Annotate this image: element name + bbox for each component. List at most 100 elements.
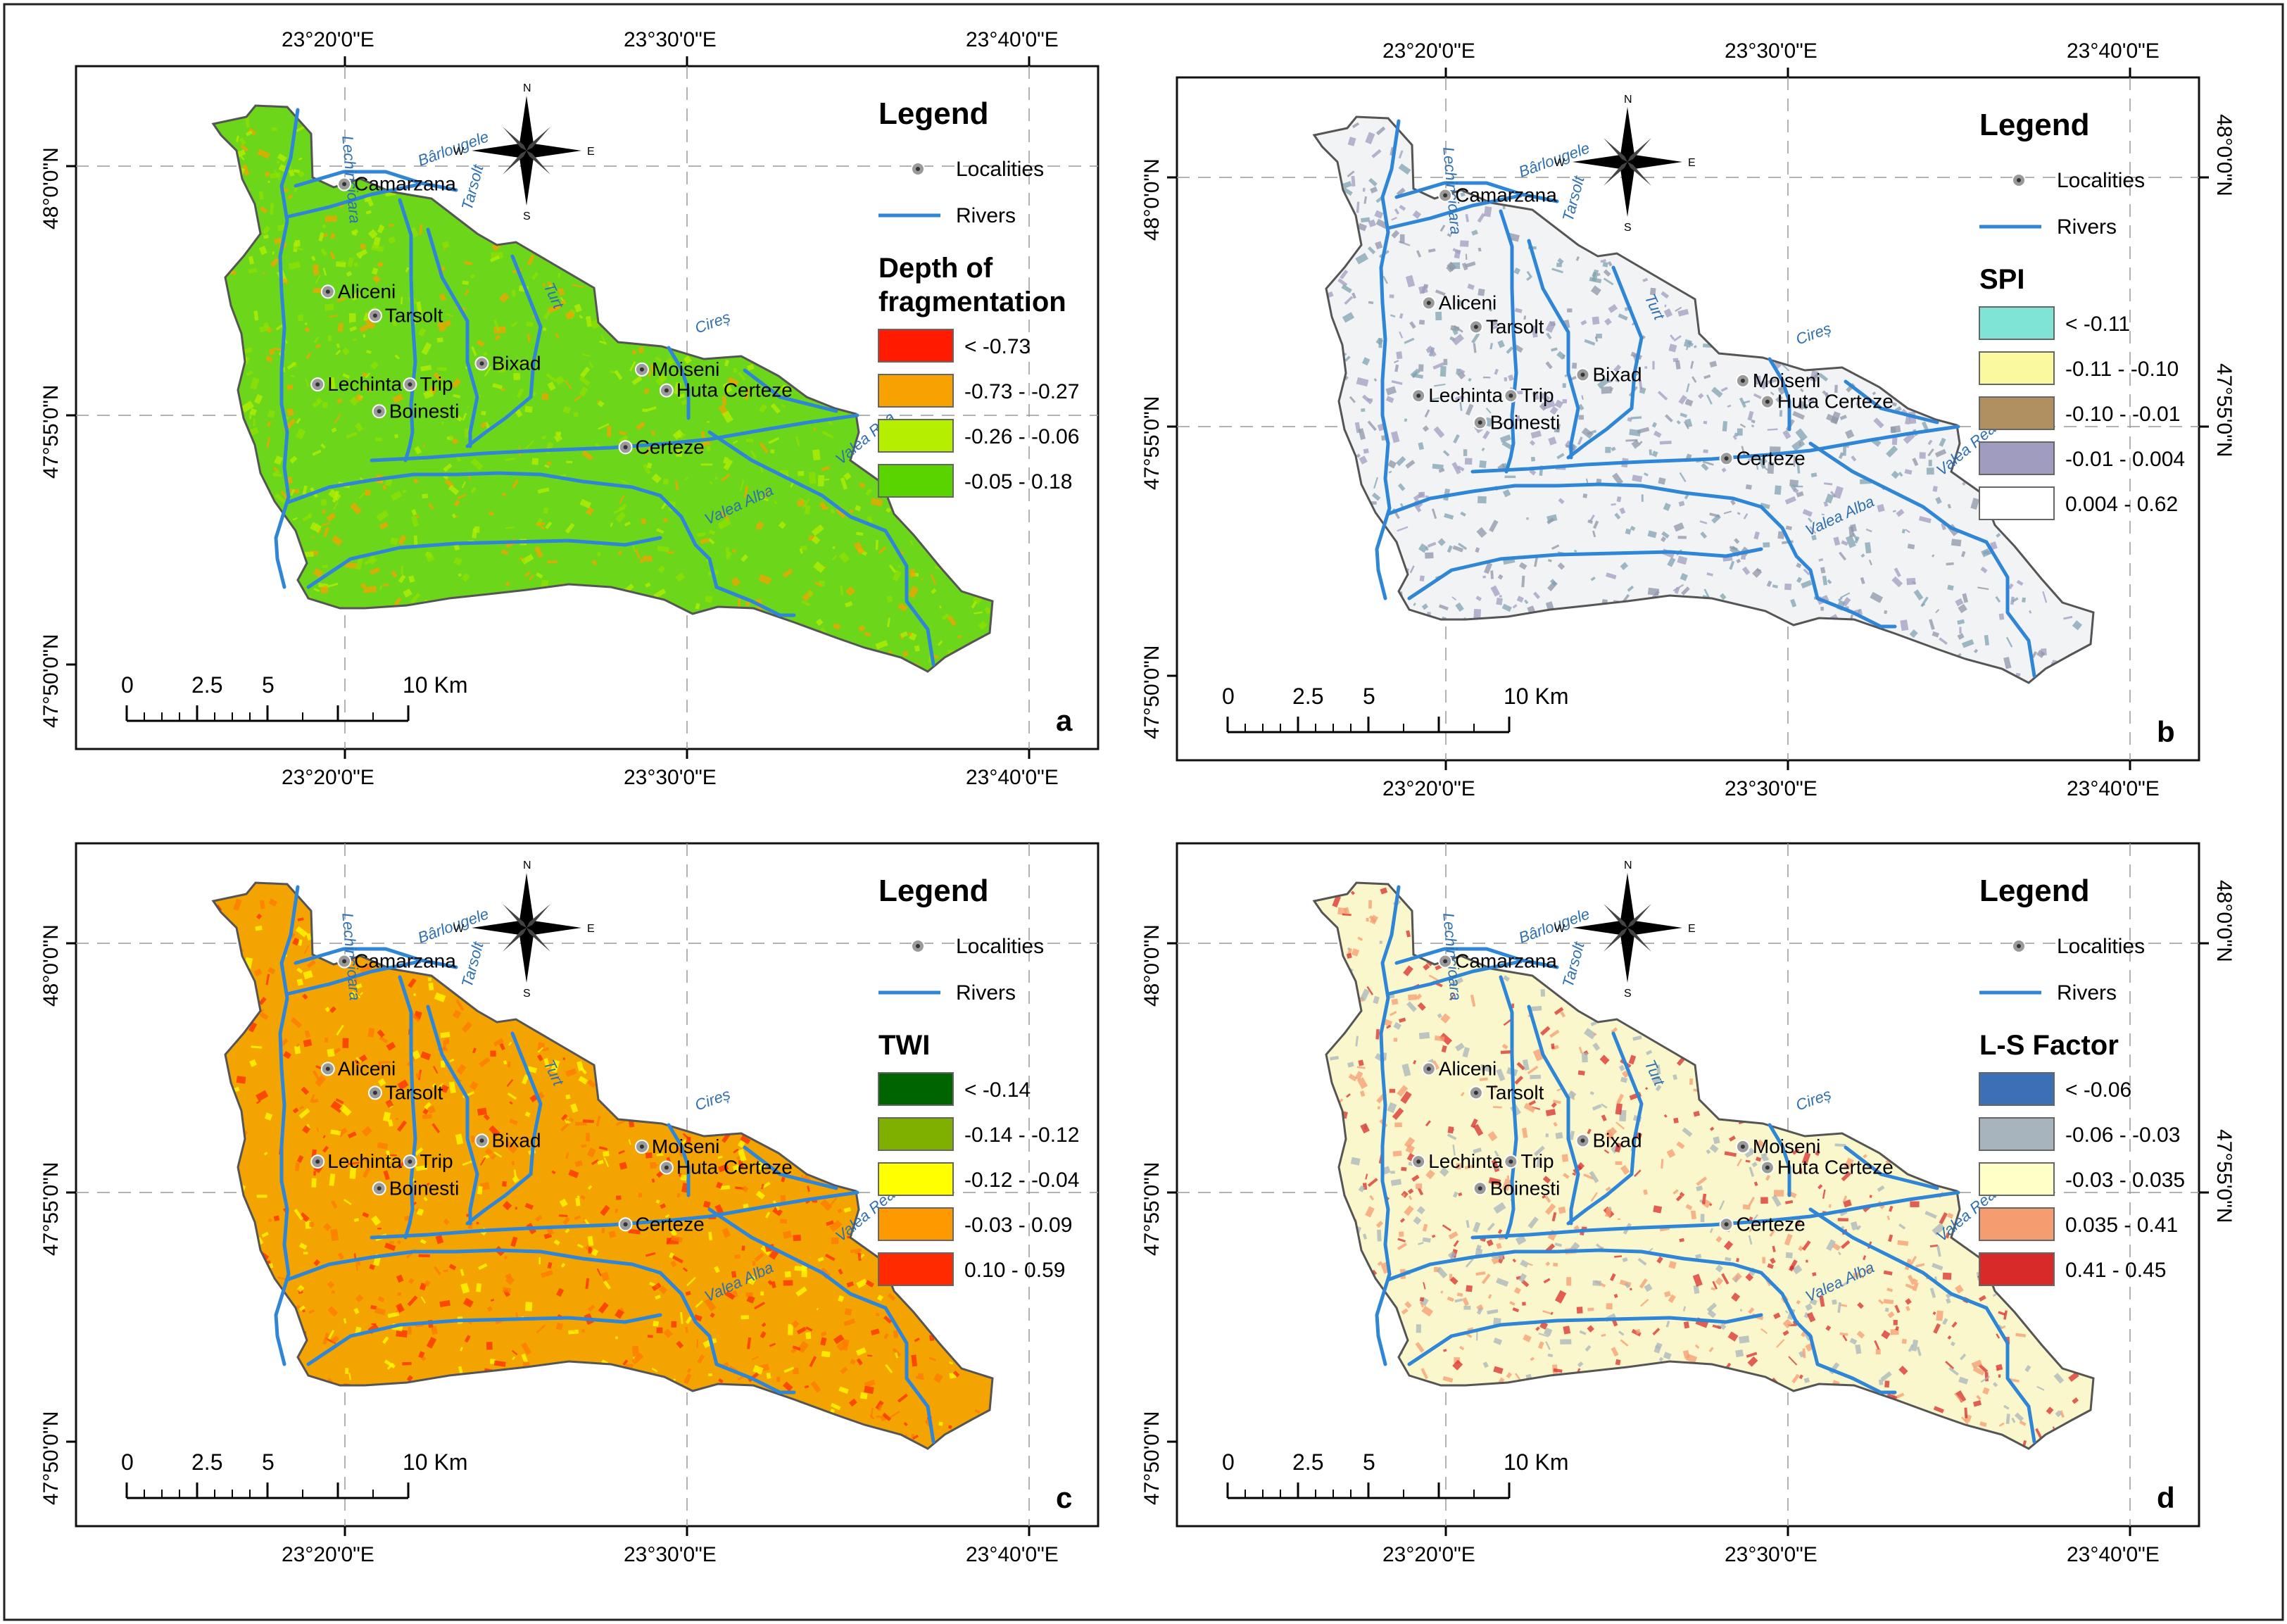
raster-cell (887, 617, 891, 628)
raster-cell (2005, 636, 2013, 648)
raster-cell (1551, 1045, 1559, 1050)
raster-cell (542, 327, 547, 332)
raster-cell (1784, 1310, 1789, 1314)
raster-cell (857, 1252, 862, 1261)
raster-cell (1916, 1346, 1922, 1357)
raster-cell (650, 1162, 657, 1169)
raster-cell (322, 1333, 329, 1345)
raster-cell (322, 1223, 332, 1231)
raster-cell (331, 535, 344, 546)
raster-cell (1722, 421, 1728, 432)
raster-cell (565, 522, 575, 534)
raster-cell (1984, 634, 1989, 646)
raster-cell (278, 163, 287, 172)
basin-area (213, 883, 993, 1449)
locality-label: Certeze (636, 436, 705, 458)
locality-trip: Trip (403, 373, 453, 395)
raster-cell (1614, 1255, 1623, 1258)
raster-cell (449, 434, 454, 441)
raster-cell (1399, 1231, 1404, 1237)
raster-cell (804, 1385, 809, 1389)
basin-area (1314, 117, 2093, 683)
raster-cell (646, 462, 653, 469)
legend-theme-title: Depth of (878, 253, 993, 284)
raster-cell (811, 536, 821, 545)
raster-cell (236, 135, 240, 142)
raster-cell (941, 613, 950, 621)
river-line (1527, 1005, 1580, 1226)
raster-cell (1390, 1011, 1397, 1016)
locality-label: Trip (1520, 1150, 1554, 1172)
raster-cell (1947, 503, 1951, 509)
basin-outline (1312, 881, 2095, 1450)
raster-cell (370, 1305, 377, 1310)
raster-cell (470, 486, 477, 494)
raster-cell (848, 1398, 857, 1407)
locality-trip: Trip (403, 1150, 453, 1172)
raster-cell (1545, 1261, 1551, 1266)
river-line (285, 471, 662, 505)
scale-bar-label: 5 (262, 672, 275, 698)
compass-needle (519, 873, 534, 928)
raster-cell (669, 1252, 674, 1259)
locality-certeze: Certeze (1719, 1213, 1806, 1235)
raster-cell (1546, 517, 1555, 525)
river-line (1566, 265, 1644, 460)
raster-cell (1665, 414, 1673, 423)
raster-cell (1841, 1240, 1851, 1250)
raster-cell (306, 1123, 311, 1129)
raster-cell (471, 346, 477, 356)
raster-cell (1540, 989, 1546, 997)
raster-cell (770, 403, 781, 414)
raster-cell (2036, 1385, 2045, 1391)
raster-cell (268, 898, 278, 907)
legend-swatch (1979, 396, 2055, 430)
raster-cell (248, 413, 253, 417)
raster-cell (1901, 1338, 1907, 1345)
raster-cell (1709, 1203, 1713, 1207)
raster-cell (1478, 247, 1482, 252)
raster-cell (1668, 1294, 1676, 1304)
raster-cell (328, 314, 339, 318)
raster-cell (1451, 327, 1458, 336)
raster-cell (290, 489, 295, 496)
raster-cell (741, 1315, 750, 1320)
raster-cell (805, 1332, 812, 1340)
compass-needle (1604, 162, 1627, 186)
raster-cell (1400, 1090, 1412, 1104)
raster-cell (315, 275, 322, 284)
raster-cell (1375, 126, 1386, 136)
raster-cell (1346, 952, 1352, 959)
raster-cell (296, 417, 301, 424)
raster-cell (302, 1309, 306, 1313)
raster-cell (1615, 1121, 1625, 1130)
raster-cell (855, 505, 862, 512)
locality-moiseni: Moiseni (634, 1135, 719, 1157)
raster-cell (1958, 603, 1967, 614)
raster-cell (1547, 1353, 1554, 1358)
raster-cell (1739, 397, 1747, 408)
locality-label: Boinesti (1490, 1177, 1561, 1199)
raster-cell (329, 1173, 336, 1186)
raster-cell (1668, 1261, 1677, 1269)
raster-cell (1496, 598, 1503, 605)
raster-cell (462, 1159, 474, 1166)
raster-cell (296, 1043, 301, 1047)
raster-cell (1863, 1154, 1867, 1159)
raster-cell (586, 1133, 591, 1142)
raster-cell (885, 1364, 893, 1373)
raster-cell (658, 1285, 668, 1295)
raster-cell (1365, 1206, 1375, 1218)
raster-cell (1939, 637, 1948, 646)
raster-cell (476, 1283, 482, 1292)
raster-cell (1877, 1185, 1885, 1192)
raster-cell (1946, 1297, 1951, 1304)
raster-cell (586, 507, 594, 516)
raster-cell (358, 492, 365, 500)
raster-cell (1617, 1218, 1620, 1221)
raster-cell (1601, 1114, 1607, 1121)
raster-cell (555, 375, 565, 386)
raster-cell (391, 320, 398, 327)
raster-cell (1613, 364, 1622, 372)
raster-cell (1656, 1256, 1663, 1264)
